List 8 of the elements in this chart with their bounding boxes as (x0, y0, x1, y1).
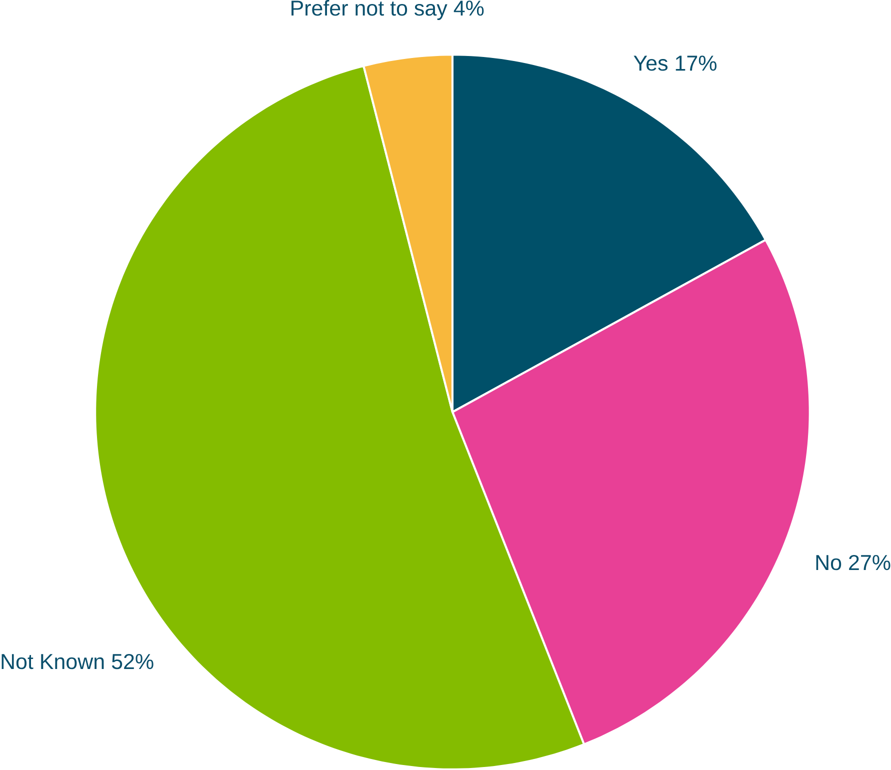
slice-label: Prefer not to say (292, 0, 448, 20)
data-label: 17% (676, 55, 716, 70)
data-label: 27% (849, 554, 890, 570)
data-label: 52% (112, 654, 154, 669)
slice-label: Yes (634, 56, 668, 71)
slice-label: Not Known (2, 654, 104, 669)
slice-label: No (816, 554, 842, 570)
data-label: 4% (454, 0, 484, 16)
